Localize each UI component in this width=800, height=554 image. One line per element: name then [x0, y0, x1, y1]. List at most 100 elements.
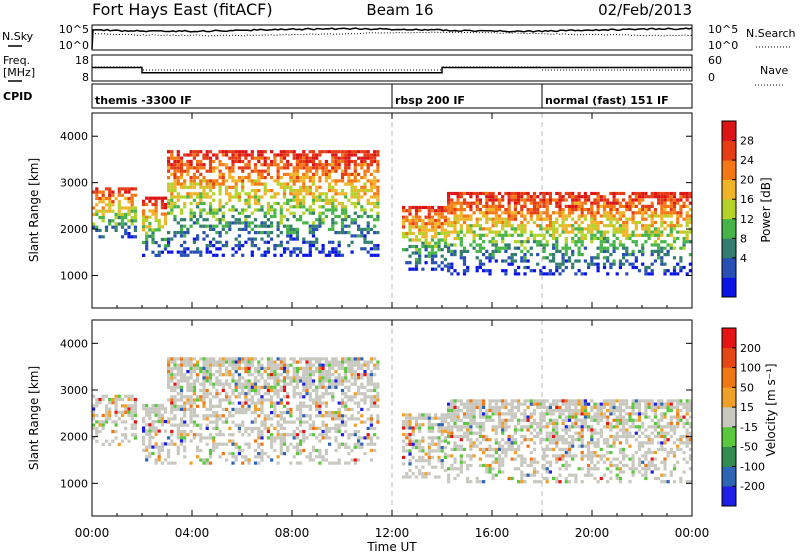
echo-cell — [434, 212, 438, 216]
echo-cell — [376, 179, 380, 183]
echo-cell — [353, 445, 357, 449]
echo-cell — [347, 360, 351, 364]
echo-cell — [92, 206, 96, 210]
echo-cell — [218, 169, 222, 173]
echo-cell — [286, 407, 290, 411]
echo-cell — [590, 191, 594, 196]
echo-cell — [542, 227, 546, 231]
echo-cell — [212, 404, 216, 408]
echo-cell — [215, 231, 219, 235]
echo-cell — [347, 452, 351, 456]
echo-cell — [478, 431, 482, 435]
echo-cell — [599, 402, 603, 406]
echo-cell — [318, 221, 322, 225]
echo-cell — [340, 211, 345, 215]
echo-cell — [366, 153, 370, 157]
echo-cell — [120, 222, 125, 226]
echo-cell — [260, 404, 264, 408]
echo-cell — [679, 224, 683, 228]
echo-cell — [176, 370, 180, 374]
echo-cell — [606, 441, 610, 445]
echo-cell — [260, 385, 264, 389]
echo-cell — [305, 379, 309, 383]
echo-cell — [353, 433, 357, 437]
echo-cell — [606, 425, 610, 429]
echo-cell — [340, 357, 345, 361]
echo-cell — [513, 447, 517, 451]
echo-cell — [494, 240, 498, 244]
echo-cell — [205, 426, 209, 430]
echo-cell — [510, 409, 514, 413]
echo-cell — [133, 216, 137, 220]
echo-cell — [421, 241, 425, 245]
echo-cell — [257, 370, 261, 374]
echo-cell — [685, 240, 689, 244]
echo-cell — [453, 208, 457, 212]
echo-cell — [331, 218, 335, 222]
echo-cell — [212, 363, 216, 367]
echo-cell — [418, 449, 422, 453]
echo-cell — [337, 442, 341, 446]
echo-cell — [340, 388, 345, 393]
echo-cell — [520, 460, 524, 464]
echo-cell — [130, 413, 134, 418]
echo-cell — [602, 412, 607, 416]
echo-cell — [95, 413, 99, 418]
echo-cell — [173, 373, 177, 377]
echo-cell — [456, 415, 460, 419]
echo-cell — [282, 150, 287, 154]
echo-cell — [418, 231, 422, 236]
echo-cell — [583, 227, 587, 231]
echo-cell — [523, 227, 527, 231]
echo-cell — [424, 238, 428, 242]
echo-cell — [491, 476, 495, 481]
echo-cell — [176, 153, 180, 157]
echo-cell — [179, 357, 184, 361]
echo-cell — [215, 426, 219, 430]
echo-cell — [580, 208, 584, 212]
echo-cell — [434, 244, 438, 249]
echo-cell — [257, 208, 261, 212]
echo-cell — [357, 189, 361, 193]
echo-cell — [536, 240, 540, 244]
echo-cell — [602, 201, 607, 205]
echo-cell — [548, 217, 552, 221]
echo-cell — [472, 224, 476, 228]
echo-cell — [241, 411, 245, 415]
echo-cell — [253, 182, 258, 186]
echo-cell — [523, 201, 527, 205]
echo-cell — [469, 402, 473, 406]
echo-cell — [318, 224, 322, 228]
echo-cell — [276, 376, 280, 380]
echo-cell — [266, 357, 270, 361]
echo-cell — [564, 428, 568, 432]
echo-cell — [414, 215, 419, 219]
echo-cell — [606, 249, 610, 253]
echo-cell — [357, 458, 361, 462]
echo-cell — [192, 436, 196, 440]
echo-cell — [111, 420, 115, 424]
echo-cell — [564, 265, 568, 270]
echo-cell — [151, 196, 155, 200]
echo-cell — [609, 224, 613, 228]
echo-cell — [418, 439, 422, 443]
echo-cell — [292, 192, 296, 196]
echo-cell — [475, 208, 479, 212]
echo-cell — [494, 473, 498, 477]
echo-cell — [221, 227, 225, 231]
echo-cell — [459, 236, 463, 241]
echo-cell — [609, 470, 613, 474]
echo-cell — [539, 438, 543, 442]
echo-cell — [142, 228, 146, 232]
echo-cell — [324, 388, 328, 393]
noise-tick-right-bottom: 10^0 — [708, 39, 738, 52]
echo-cell — [373, 253, 377, 257]
echo-cell — [273, 363, 277, 367]
echo-cell — [650, 233, 654, 237]
echo-cell — [574, 204, 578, 208]
echo-cell — [117, 216, 121, 220]
echo-cell — [567, 204, 572, 208]
echo-cell — [437, 209, 441, 213]
date-title: 02/Feb/2013 — [598, 1, 692, 19]
echo-cell — [347, 182, 351, 186]
